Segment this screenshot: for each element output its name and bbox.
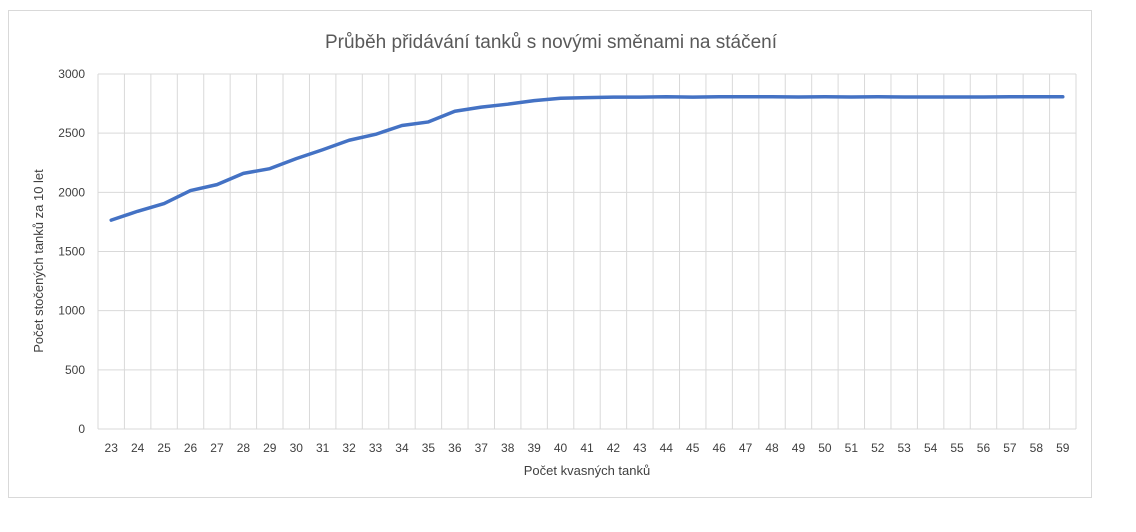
- x-tick-label: 42: [607, 441, 621, 455]
- x-tick-label: 39: [527, 441, 541, 455]
- x-tick-label: 28: [237, 441, 251, 455]
- chart-title: Průběh přidávání tanků s novými směnami …: [325, 32, 778, 53]
- x-tick-label: 30: [290, 441, 304, 455]
- x-tick-label: 29: [263, 441, 277, 455]
- y-tick-label: 2500: [58, 126, 85, 140]
- x-tick-label: 24: [131, 441, 145, 455]
- y-tick-label: 1000: [58, 304, 85, 318]
- y-axis-title: Počet stočených tanků za 10 let: [31, 169, 46, 353]
- x-axis-title: Počet kvasných tanků: [524, 463, 650, 478]
- x-tick-label: 46: [712, 441, 726, 455]
- x-tick-label: 36: [448, 441, 462, 455]
- x-tick-label: 34: [395, 441, 409, 455]
- x-tick-label: 54: [924, 441, 938, 455]
- x-tick-label: 23: [105, 441, 119, 455]
- y-tick-label: 2000: [58, 185, 85, 199]
- x-tick-label: 31: [316, 441, 330, 455]
- x-tick-label: 32: [342, 441, 356, 455]
- y-axis-ticks: 0 500 1000 1500 2000 2500 3000: [58, 67, 85, 436]
- chart-frame: Průběh přidávání tanků s novými směnami …: [8, 10, 1092, 498]
- gridlines: [97, 73, 1077, 430]
- x-tick-label: 48: [765, 441, 779, 455]
- x-tick-label: 25: [157, 441, 171, 455]
- x-tick-label: 33: [369, 441, 383, 455]
- y-tick-label: 1500: [58, 245, 85, 259]
- x-tick-label: 40: [554, 441, 568, 455]
- x-tick-label: 49: [792, 441, 806, 455]
- x-tick-label: 37: [475, 441, 489, 455]
- x-tick-label: 35: [422, 441, 436, 455]
- x-tick-label: 44: [660, 441, 674, 455]
- x-tick-label: 53: [898, 441, 912, 455]
- x-tick-label: 38: [501, 441, 515, 455]
- series-layer: [109, 94, 1065, 222]
- series-line: [109, 94, 1065, 222]
- x-tick-label: 57: [1003, 441, 1017, 455]
- y-tick-label: 500: [65, 363, 85, 377]
- x-tick-label: 45: [686, 441, 700, 455]
- line-chart: Průběh přidávání tanků s novými směnami …: [31, 32, 1077, 478]
- x-tick-label: 43: [633, 441, 647, 455]
- x-tick-label: 59: [1056, 441, 1070, 455]
- x-tick-label: 50: [818, 441, 832, 455]
- x-tick-label: 55: [950, 441, 964, 455]
- x-tick-label: 41: [580, 441, 594, 455]
- x-axis-ticks: 23 24 25 26 27 28 29 30 31 32 33 34 35 36 37 38 39 40 41 42…: [105, 441, 1070, 455]
- x-tick-label: 51: [845, 441, 859, 455]
- x-tick-label: 58: [1030, 441, 1044, 455]
- x-tick-label: 47: [739, 441, 753, 455]
- y-tick-label: 3000: [58, 67, 85, 81]
- y-tick-label: 0: [78, 422, 85, 436]
- x-tick-label: 52: [871, 441, 885, 455]
- x-tick-label: 56: [977, 441, 991, 455]
- x-tick-label: 27: [210, 441, 224, 455]
- x-tick-label: 26: [184, 441, 198, 455]
